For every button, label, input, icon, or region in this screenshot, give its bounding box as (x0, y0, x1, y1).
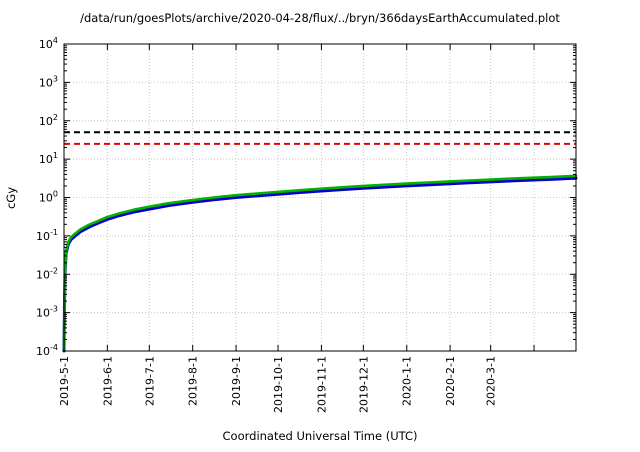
x-tick-label: 2019-9-1 (230, 356, 243, 406)
y-tick-label: 100 (39, 190, 58, 205)
chart-title: /data/run/goesPlots/archive/2020-04-28/f… (80, 11, 560, 25)
y-tick-label: 103 (39, 74, 58, 89)
y-tick-label: 10-2 (36, 266, 58, 281)
x-tick-label: 2020-2-1 (444, 356, 457, 406)
x-tick-label: 2019-11-1 (315, 356, 328, 413)
x-axis-label: Coordinated Universal Time (UTC) (223, 429, 418, 443)
y-tick-label: 10-4 (36, 343, 58, 358)
x-tick-label: 2020-1-1 (401, 356, 414, 406)
y-axis-label: cGy (4, 187, 18, 209)
y-tick-label: 101 (39, 151, 58, 166)
y-tick-label: 10-3 (36, 305, 58, 320)
x-tick-label: 2019-8-1 (187, 356, 200, 406)
y-tick-label: 104 (39, 36, 58, 51)
x-tick-label: 2020-3-1 (485, 356, 498, 406)
x-tick-label: 2019-5-1 (58, 356, 71, 406)
y-tick-label: 10-1 (36, 228, 58, 243)
y-tick-label: 102 (39, 113, 58, 128)
x-tick-label: 2019-7-1 (143, 356, 156, 406)
x-tick-label: 2019-6-1 (101, 356, 114, 406)
x-tick-label: 2019-12-1 (357, 356, 370, 413)
x-tick-label: 2019-10-1 (272, 356, 285, 413)
